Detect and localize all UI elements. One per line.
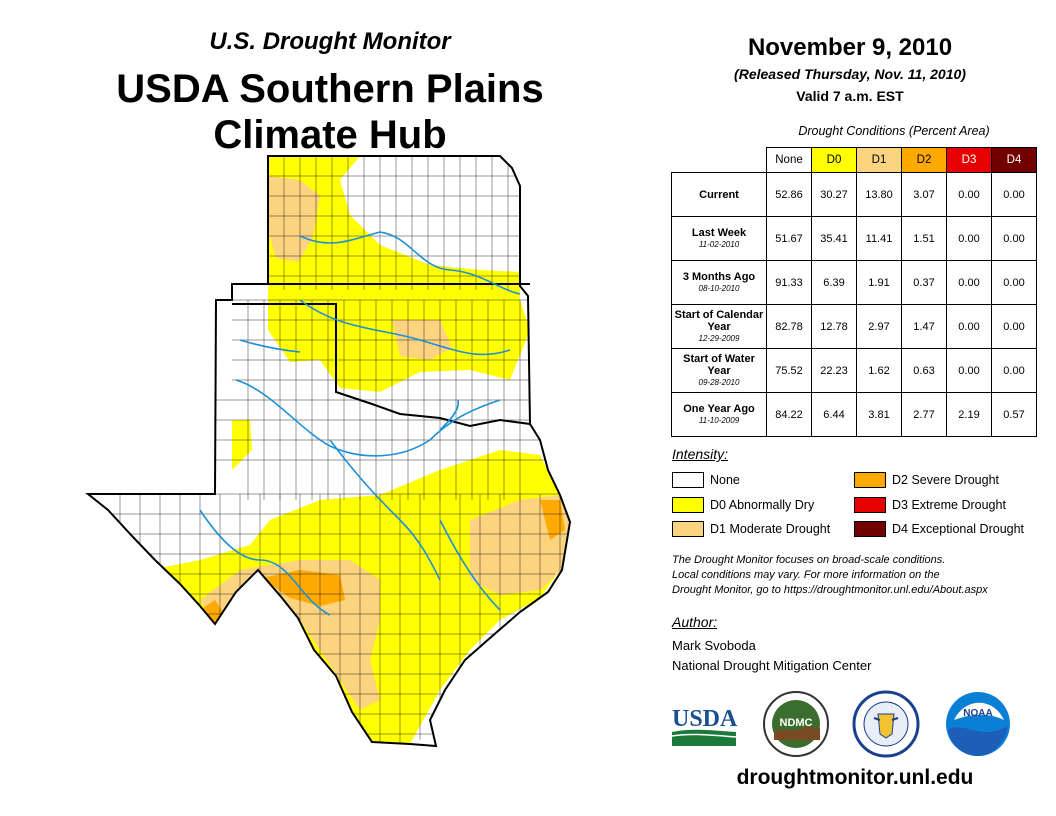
- table-cell: 0.00: [991, 172, 1037, 217]
- noaa-logo: NOAA: [946, 692, 1010, 756]
- table-cell: 13.80: [856, 172, 902, 217]
- usda-logo: USDA: [671, 706, 738, 746]
- table-cell: 75.52: [766, 348, 812, 393]
- disclaimer-note: The Drought Monitor focuses on broad-sca…: [672, 554, 988, 596]
- table-row: Current 52.86 30.27 13.80 3.07 0.00 0.00: [671, 172, 1037, 217]
- legend-swatch: [672, 497, 704, 513]
- row-label: 3 Months Ago 08-10-2010: [671, 260, 767, 305]
- table-cell: 3.81: [856, 392, 902, 437]
- table-cell: 0.63: [901, 348, 947, 393]
- table-cell: 2.77: [901, 392, 947, 437]
- legend-swatch: [854, 521, 886, 537]
- map-title-line1: USDA Southern Plains: [116, 67, 544, 111]
- legend-item-d4: D4 Exceptional Drought: [854, 521, 1024, 537]
- legend-swatch: [672, 521, 704, 537]
- svg-text:NOAA: NOAA: [963, 708, 992, 719]
- table-cell: 22.23: [811, 348, 857, 393]
- ndmc-logo: NDMC: [763, 691, 829, 757]
- col-header-d0: D0: [811, 147, 857, 173]
- table-cell: 11.41: [856, 216, 902, 261]
- legend-heading: Intensity:: [672, 446, 729, 462]
- table-cell: 0.00: [946, 260, 992, 305]
- legend-item-d3: D3 Extreme Drought: [854, 497, 1006, 513]
- table-cell: 0.00: [991, 260, 1037, 305]
- table-cell: 0.37: [901, 260, 947, 305]
- legend-swatch: [672, 472, 704, 488]
- table-cell: 0.00: [946, 348, 992, 393]
- legend-item-none: None: [672, 472, 740, 488]
- table-cell: 0.00: [946, 304, 992, 349]
- table-cell: 0.00: [991, 348, 1037, 393]
- commerce-seal-logo: [852, 690, 920, 758]
- drought-map: [85, 155, 572, 748]
- table-caption: Drought Conditions (Percent Area): [798, 124, 990, 138]
- table-cell: 30.27: [811, 172, 857, 217]
- table-cell: 6.39: [811, 260, 857, 305]
- table-cell: 1.51: [901, 216, 947, 261]
- footer-url[interactable]: droughtmonitor.unl.edu: [736, 766, 974, 789]
- table-cell: 0.57: [991, 392, 1037, 437]
- table-cell: 6.44: [811, 392, 857, 437]
- table-row: One Year Ago 11-10-2009 84.22 6.44 3.81 2.77 2…: [671, 392, 1037, 437]
- table-cell: 12.78: [811, 304, 857, 349]
- row-label: Start of Water Year 09-28-2010: [671, 348, 767, 393]
- author-org: National Drought Mitigation Center: [672, 658, 872, 673]
- map-subtitle: U.S. Drought Monitor: [209, 28, 451, 55]
- legend-swatch: [854, 497, 886, 513]
- table-cell: 35.41: [811, 216, 857, 261]
- table-cell: 1.62: [856, 348, 902, 393]
- table-row: 3 Months Ago 08-10-2010 91.33 6.39 1.91 0.37 0…: [671, 260, 1037, 305]
- row-label: One Year Ago 11-10-2009: [671, 392, 767, 437]
- valid-time: Valid 7 a.m. EST: [796, 88, 904, 104]
- col-header-d4: D4: [991, 147, 1037, 173]
- table-cell: 3.07: [901, 172, 947, 217]
- map-date: November 9, 2010: [747, 34, 953, 61]
- table-row: Start of Calendar Year 12-29-2009 82.78 12.…: [671, 304, 1037, 349]
- map-title: USDA Southern Plains Climate Hub: [70, 66, 590, 158]
- row-label: Current: [671, 172, 767, 217]
- table-cell: 0.00: [946, 216, 992, 261]
- table-row: Start of Water Year 09-28-2010 75.52 22.23 1…: [671, 348, 1037, 393]
- table-cell: 1.47: [901, 304, 947, 349]
- author-name: Mark Svoboda: [672, 638, 756, 653]
- col-header-d2: D2: [901, 147, 947, 173]
- col-header-d3: D3: [946, 147, 992, 173]
- row-label: Last Week 11-02-2010: [671, 216, 767, 261]
- table-cell: 2.97: [856, 304, 902, 349]
- table-cell: 82.78: [766, 304, 812, 349]
- table-cell: 2.19: [946, 392, 992, 437]
- table-cell: 91.33: [766, 260, 812, 305]
- release-date: (Released Thursday, Nov. 11, 2010): [734, 66, 966, 82]
- col-header-none: None: [766, 147, 812, 173]
- table-cell: 51.67: [766, 216, 812, 261]
- legend-swatch: [854, 472, 886, 488]
- author-block: Mark Svoboda National Drought Mitigation…: [672, 636, 871, 676]
- table-cell: 52.86: [766, 172, 812, 217]
- legend-item-d2: D2 Severe Drought: [854, 472, 999, 488]
- table-cell: 0.00: [946, 172, 992, 217]
- table-cell: 1.91: [856, 260, 902, 305]
- row-label: Start of Calendar Year 12-29-2009: [671, 304, 767, 349]
- table-cell: 84.22: [766, 392, 812, 437]
- author-heading: Author:: [672, 614, 718, 630]
- legend-item-d1: D1 Moderate Drought: [672, 521, 830, 537]
- drought-conditions-table: None D0 D1 D2 D3 D4 Current 52.86 30.27 13.…: [671, 147, 1037, 437]
- table-cell: 0.00: [991, 304, 1037, 349]
- map-title-line2: Climate Hub: [213, 113, 447, 157]
- svg-text:NDMC: NDMC: [780, 717, 813, 729]
- svg-text:USDA: USDA: [672, 706, 738, 732]
- col-header-d1: D1: [856, 147, 902, 173]
- table-cell: 0.00: [991, 216, 1037, 261]
- table-row: Last Week 11-02-2010 51.67 35.41 11.41 1.51 0.…: [671, 216, 1037, 261]
- legend-item-d0: D0 Abnormally Dry: [672, 497, 814, 513]
